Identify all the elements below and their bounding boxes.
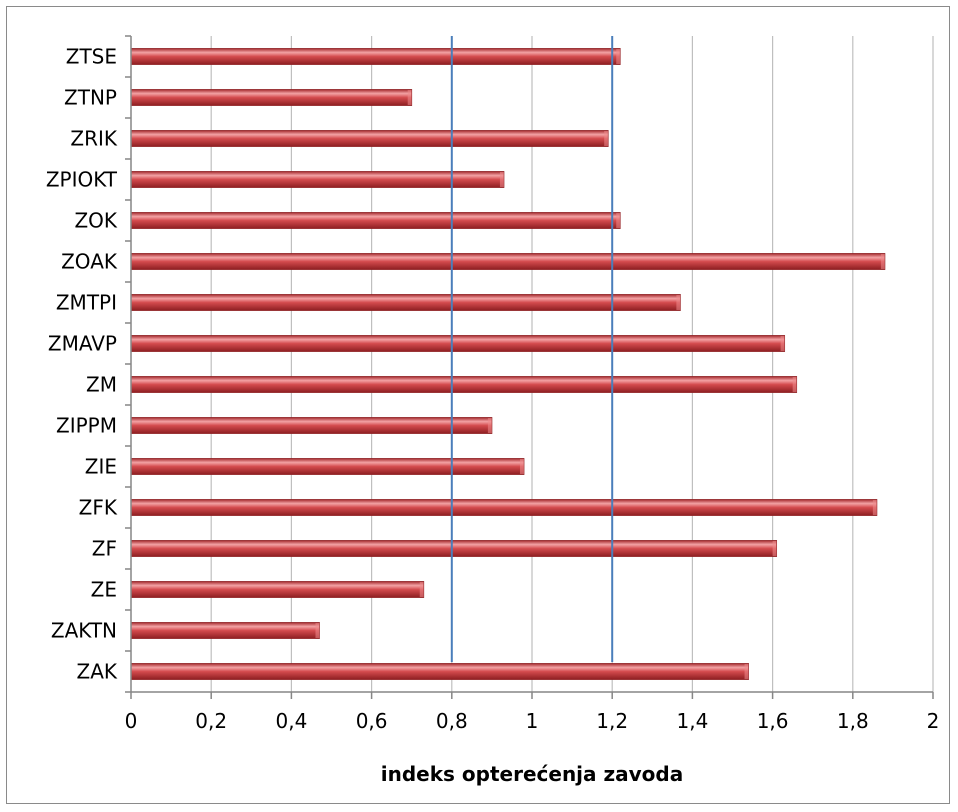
bar [130,376,798,393]
bar [130,48,621,65]
category-label: ZPIOKT [46,168,118,192]
category-label: ZOAK [61,250,118,274]
category-label: ZIE [85,455,117,479]
category-label: ZOK [74,209,117,233]
bar-end-cap [616,49,621,64]
category-label: ZMAVP [48,332,117,356]
bar [130,622,320,639]
bar [130,540,778,557]
bar-end-cap [872,500,877,515]
bar-end-cap [519,459,524,474]
category-label: ZIPPM [56,414,117,438]
bar-end-cap [772,541,777,556]
bar [130,663,749,680]
bar [130,253,886,270]
x-tick-label: 1,4 [676,709,708,733]
bar [130,581,425,598]
bar [130,89,413,106]
category-label: ZE [91,578,117,602]
bar-end-cap [487,418,492,433]
bar-end-cap [616,213,621,228]
bar-end-cap [315,623,320,638]
bar-end-cap [780,336,785,351]
bar [130,417,493,434]
x-tick-label: 1 [526,709,539,733]
bar-end-cap [419,582,424,597]
category-label: ZTNP [64,86,117,110]
x-tick-label: 1,6 [757,709,789,733]
category-label: ZM [86,373,117,397]
bar-end-cap [676,295,681,310]
axes [125,35,934,699]
bar-end-cap [792,377,797,392]
category-label: ZTSE [66,45,117,69]
x-tick-label: 0,8 [436,709,468,733]
bar-end-cap [880,254,885,269]
bar-end-cap [604,131,609,146]
category-label: ZF [92,537,117,561]
bar [130,499,878,516]
bar [130,458,525,475]
bar [130,335,786,352]
x-tick-label: 1,8 [837,709,869,733]
x-tick-label: 0,4 [275,709,307,733]
bars [130,48,886,680]
category-label: ZFK [79,496,118,520]
bar-end-cap [407,90,412,105]
x-tick-label: 0 [125,709,138,733]
x-tick-label: 2 [927,709,940,733]
bar [130,212,621,229]
x-tick-label: 0,6 [356,709,388,733]
category-label: ZAKTN [51,619,117,643]
labels: 0 0,2 0,4 0,6 0,8 1 1,2 1,4 1,6 1,8 2 ZAK ZAKTN ZE ZF Z… [46,45,940,734]
bar [130,130,609,147]
bar [130,294,681,311]
bar-end-cap [499,172,504,187]
x-tick-label: 1,2 [596,709,628,733]
reference-lines [450,36,614,662]
x-axis-title: indeks opterećenja zavoda [381,762,683,786]
bar-end-cap [744,664,749,679]
category-label: ZAK [77,660,118,684]
category-label: ZRIK [70,127,117,151]
x-tick-label: 0,2 [195,709,227,733]
bar [130,171,505,188]
category-label: ZMTPI [56,291,117,315]
